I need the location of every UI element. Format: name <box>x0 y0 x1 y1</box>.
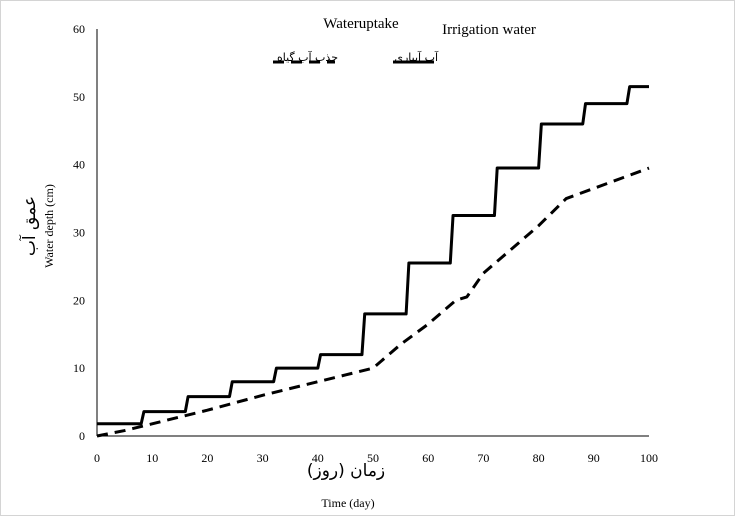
series-line-irrigation <box>97 85 649 426</box>
y-tick-label: 0 <box>79 429 85 443</box>
legend-title-irrigation: Irrigation water <box>442 22 536 38</box>
y-tick-label: 60 <box>73 22 85 36</box>
x-tick-label: 30 <box>257 451 269 465</box>
x-axis-label-fa: زمان (روز) <box>307 461 385 481</box>
x-tick-label: 10 <box>146 451 158 465</box>
series-line-uptake <box>96 166 650 438</box>
y-tick-label: 50 <box>73 90 85 104</box>
legend-label-uptake: جذب آب گیاه <box>277 50 338 64</box>
x-tick-label: 40 <box>312 451 324 465</box>
y-tick-label: 20 <box>73 293 85 307</box>
y-axis-label: Water depth (cm) <box>42 184 56 268</box>
y-tick-label: 30 <box>73 226 85 240</box>
y-tick-label: 40 <box>73 158 85 172</box>
y-tick-label: 10 <box>73 361 85 375</box>
legend-label-irrigation: آب آبیاری <box>394 50 439 64</box>
x-tick-label: 60 <box>422 451 434 465</box>
tick-labels: 0 10 20 30 40 50 60 70 80 90 100 0 10 20 30 40 50 60 <box>73 22 658 465</box>
x-tick-label: 20 <box>201 451 213 465</box>
legend-title-wateruptake: Wateruptake <box>323 16 399 32</box>
y-axis-label-fa: عمق آب <box>18 196 40 256</box>
x-tick-label: 0 <box>94 451 100 465</box>
x-tick-label: 80 <box>533 451 545 465</box>
x-tick-label: 50 <box>367 451 379 465</box>
x-tick-label: 90 <box>588 451 600 465</box>
series-layer <box>96 85 650 438</box>
x-tick-label: 70 <box>477 451 489 465</box>
x-axis-label: Time (day) <box>321 496 374 510</box>
x-tick-label: 100 <box>640 451 658 465</box>
